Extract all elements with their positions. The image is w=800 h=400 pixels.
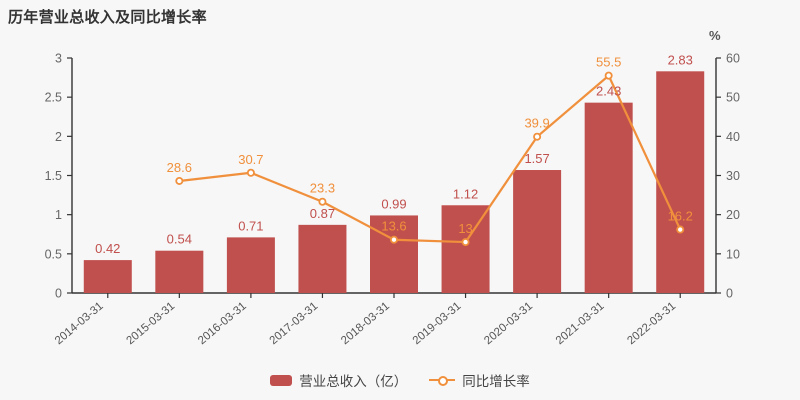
x-tick-label: 2022-03-31 xyxy=(625,300,678,347)
bar-value-label: 0.54 xyxy=(167,232,192,247)
x-tick-label: 2017-03-31 xyxy=(268,300,321,347)
y-tick-label-left: 1 xyxy=(55,208,62,222)
y-tick-label-left: 1.5 xyxy=(45,169,62,183)
bar-value-label: 2.43 xyxy=(596,84,621,99)
x-tick-label: 2014-03-31 xyxy=(53,300,106,347)
bar[interactable] xyxy=(656,71,705,293)
line-point-marker[interactable] xyxy=(175,176,184,185)
line-series-group xyxy=(175,71,685,247)
y-tick-label-left: 2.5 xyxy=(45,91,62,105)
x-axis-tick-labels: 2014-03-31 2015-03-31 2016-03-31 2017-03-31… xyxy=(53,300,678,347)
line-value-label: 13.6 xyxy=(381,219,406,234)
line-value-label: 23.3 xyxy=(310,181,335,196)
line-point-marker[interactable] xyxy=(389,235,398,244)
line-value-label: 28.6 xyxy=(167,160,192,175)
line-value-label: 13 xyxy=(458,221,472,236)
y-tick-label-left: 3 xyxy=(55,52,62,66)
bar-value-label: 2.83 xyxy=(668,52,693,67)
line-value-label: 16.2 xyxy=(668,209,693,224)
bar-value-label: 0.87 xyxy=(310,206,335,221)
x-tick-label: 2019-03-31 xyxy=(411,300,464,347)
line-point-marker[interactable] xyxy=(461,238,470,247)
line-value-label: 30.7 xyxy=(238,152,263,167)
growth-rate-line[interactable] xyxy=(178,74,682,244)
bar[interactable] xyxy=(226,237,275,293)
line-value-labels: 28.6 30.7 23.3 13.6 13 39.9 55.5 16.2 xyxy=(167,55,693,236)
y-tick-label-right: 20 xyxy=(726,208,740,222)
line-point-marker[interactable] xyxy=(604,71,613,80)
y-tick-label-left: 2 xyxy=(55,130,62,144)
bar-value-labels: 0.42 0.54 0.71 0.87 0.99 1.12 1.57 2.43 2.83 xyxy=(95,52,693,256)
bar[interactable] xyxy=(370,215,418,293)
bar[interactable] xyxy=(155,250,204,293)
legend-label-growth-rate: 同比增长率 xyxy=(462,374,530,389)
bar[interactable] xyxy=(584,102,633,294)
x-tick-label: 2018-03-31 xyxy=(339,300,392,347)
y-tick-label-right: 10 xyxy=(726,247,740,261)
line-value-label: 39.9 xyxy=(524,116,549,131)
y-tick-label-right: 50 xyxy=(726,91,740,105)
chart-title: 历年营业总收入及同比增长率 xyxy=(8,9,207,26)
bars-group xyxy=(83,71,705,294)
legend-swatch-icon xyxy=(270,374,293,386)
legend-item-revenue[interactable]: 营业总收入（亿） xyxy=(270,370,407,390)
y-tick-label-right: 40 xyxy=(726,130,740,144)
chart-legend: 营业总收入（亿） 同比增长率 xyxy=(0,370,800,390)
right-axis-unit-label: % xyxy=(709,28,721,43)
bar-value-label: 0.42 xyxy=(95,241,120,256)
line-point-marker[interactable] xyxy=(533,132,542,141)
x-tick-label: 2015-03-31 xyxy=(124,300,177,347)
bar[interactable] xyxy=(83,260,132,293)
bar-value-label: 0.99 xyxy=(381,196,406,211)
bar[interactable] xyxy=(298,224,347,293)
bar-value-label: 0.71 xyxy=(238,218,263,233)
legend-line-circle-icon xyxy=(429,374,456,386)
bar[interactable] xyxy=(513,170,562,293)
line-point-marker[interactable] xyxy=(676,225,685,234)
bar-value-label: 1.57 xyxy=(524,151,549,166)
line-value-label: 55.5 xyxy=(596,55,621,70)
legend-item-growth-rate[interactable]: 同比增长率 xyxy=(429,370,530,390)
x-tick-label: 2020-03-31 xyxy=(482,300,535,347)
y-tick-label-right: 60 xyxy=(726,52,740,66)
line-point-marker[interactable] xyxy=(318,197,327,206)
bar-value-label: 1.12 xyxy=(453,186,478,201)
x-tick-label: 2021-03-31 xyxy=(554,300,607,347)
legend-label-revenue: 营业总收入（亿） xyxy=(299,374,408,389)
y-tick-label-left: 0.5 xyxy=(45,247,62,261)
y-tick-label-right: 30 xyxy=(726,169,740,183)
line-point-marker[interactable] xyxy=(246,168,255,177)
y-tick-label-right: 0 xyxy=(726,287,733,301)
y-tick-label-left: 0 xyxy=(55,287,62,301)
x-tick-label: 2016-03-31 xyxy=(196,300,249,347)
